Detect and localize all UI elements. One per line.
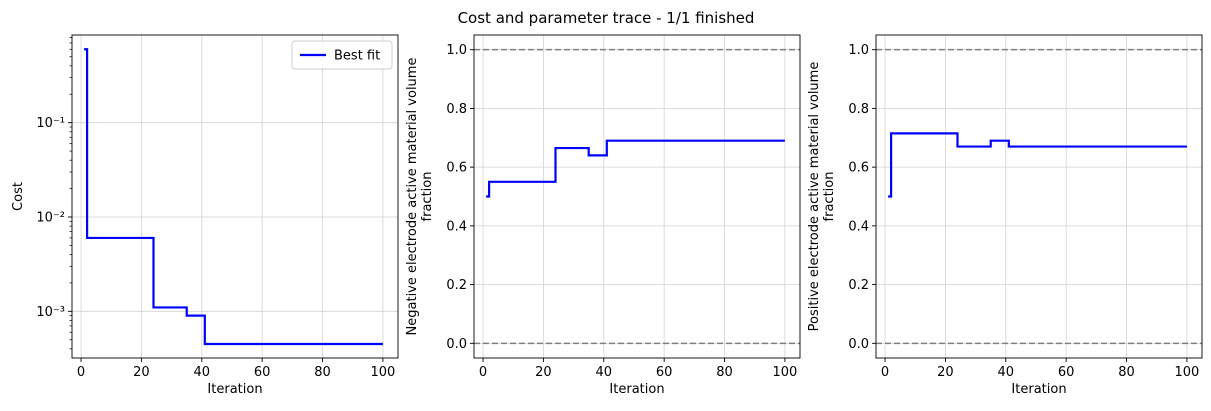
legend-box [291,40,393,70]
y-tick-label: 0.6 [446,161,467,176]
x-tick-label: 80 [1118,365,1135,380]
y-tick-label: 1.0 [848,43,869,58]
chart-panel-2: 0 20 40 60 80 100 0.0 0.2 0.4 0.6 0.8 1.0 Iteration N… [405,34,801,397]
legend-label: Best fit [334,49,380,64]
x-axis-label: Iteration [609,382,664,397]
x-tick-label: 100 [1174,365,1199,380]
y-tick-label: 0.8 [848,102,869,117]
x-tick-label: 20 [133,365,150,380]
axes-frame [71,34,399,359]
figure-suptitle: Cost and parameter trace - 1/1 finished [458,9,755,27]
y-tick-label: 10⁻¹ [36,116,65,131]
y-axis-label: Cost [11,182,26,211]
x-tick-label: 100 [772,365,797,380]
axes-frame [473,34,801,359]
y-tick-label: 0.4 [446,219,467,234]
x-tick-label: 60 [656,365,673,380]
x-tick-label: 40 [998,365,1015,380]
y-tick-label: 0.8 [446,102,467,117]
x-tick-label: 20 [535,365,552,380]
y-tick-label: 1.0 [446,43,467,58]
x-axis-label: Iteration [207,382,262,397]
axes-frame [875,34,1203,359]
x-tick-label: 20 [937,365,954,380]
chart-panel-3: 0 20 40 60 80 100 0.0 0.2 0.4 0.6 0.8 1.0 Iteration P… [807,34,1203,397]
x-tick-label: 100 [370,365,395,380]
y-tick-label: 0.6 [848,161,869,176]
chart-panel-1: 0 20 40 60 80 100 10⁻³ 10⁻² 10⁻¹ Iteration Cost Bes… [11,34,399,397]
x-tick-label: 40 [596,365,613,380]
x-tick-label: 60 [254,365,271,380]
x-tick-label: 0 [77,365,85,380]
y-tick-label: 0.2 [848,278,869,293]
y-tick-label: 0.0 [446,337,467,352]
x-tick-label: 0 [881,365,889,380]
series-line-1 [888,132,1187,198]
series-line-1 [84,48,383,346]
y-tick-label: 0.4 [848,219,869,234]
series-line-1 [486,139,785,198]
x-tick-label: 80 [716,365,733,380]
y-tick-label: 0.2 [446,278,467,293]
x-tick-label: 40 [194,365,211,380]
y-axis-label: Positive electrode active material volum… [807,62,822,332]
y-tick-label: 10⁻³ [36,305,65,320]
x-tick-label: 80 [314,365,331,380]
y-tick-label: 0.0 [848,337,869,352]
x-axis-label: Iteration [1011,382,1066,397]
y-axis-label: fraction [420,172,435,222]
y-tick-label: 10⁻² [36,210,65,225]
y-axis-label: fraction [822,172,837,222]
x-tick-label: 60 [1058,365,1075,380]
x-tick-label: 0 [479,365,487,380]
y-axis-label: Negative electrode active material volum… [405,58,420,336]
